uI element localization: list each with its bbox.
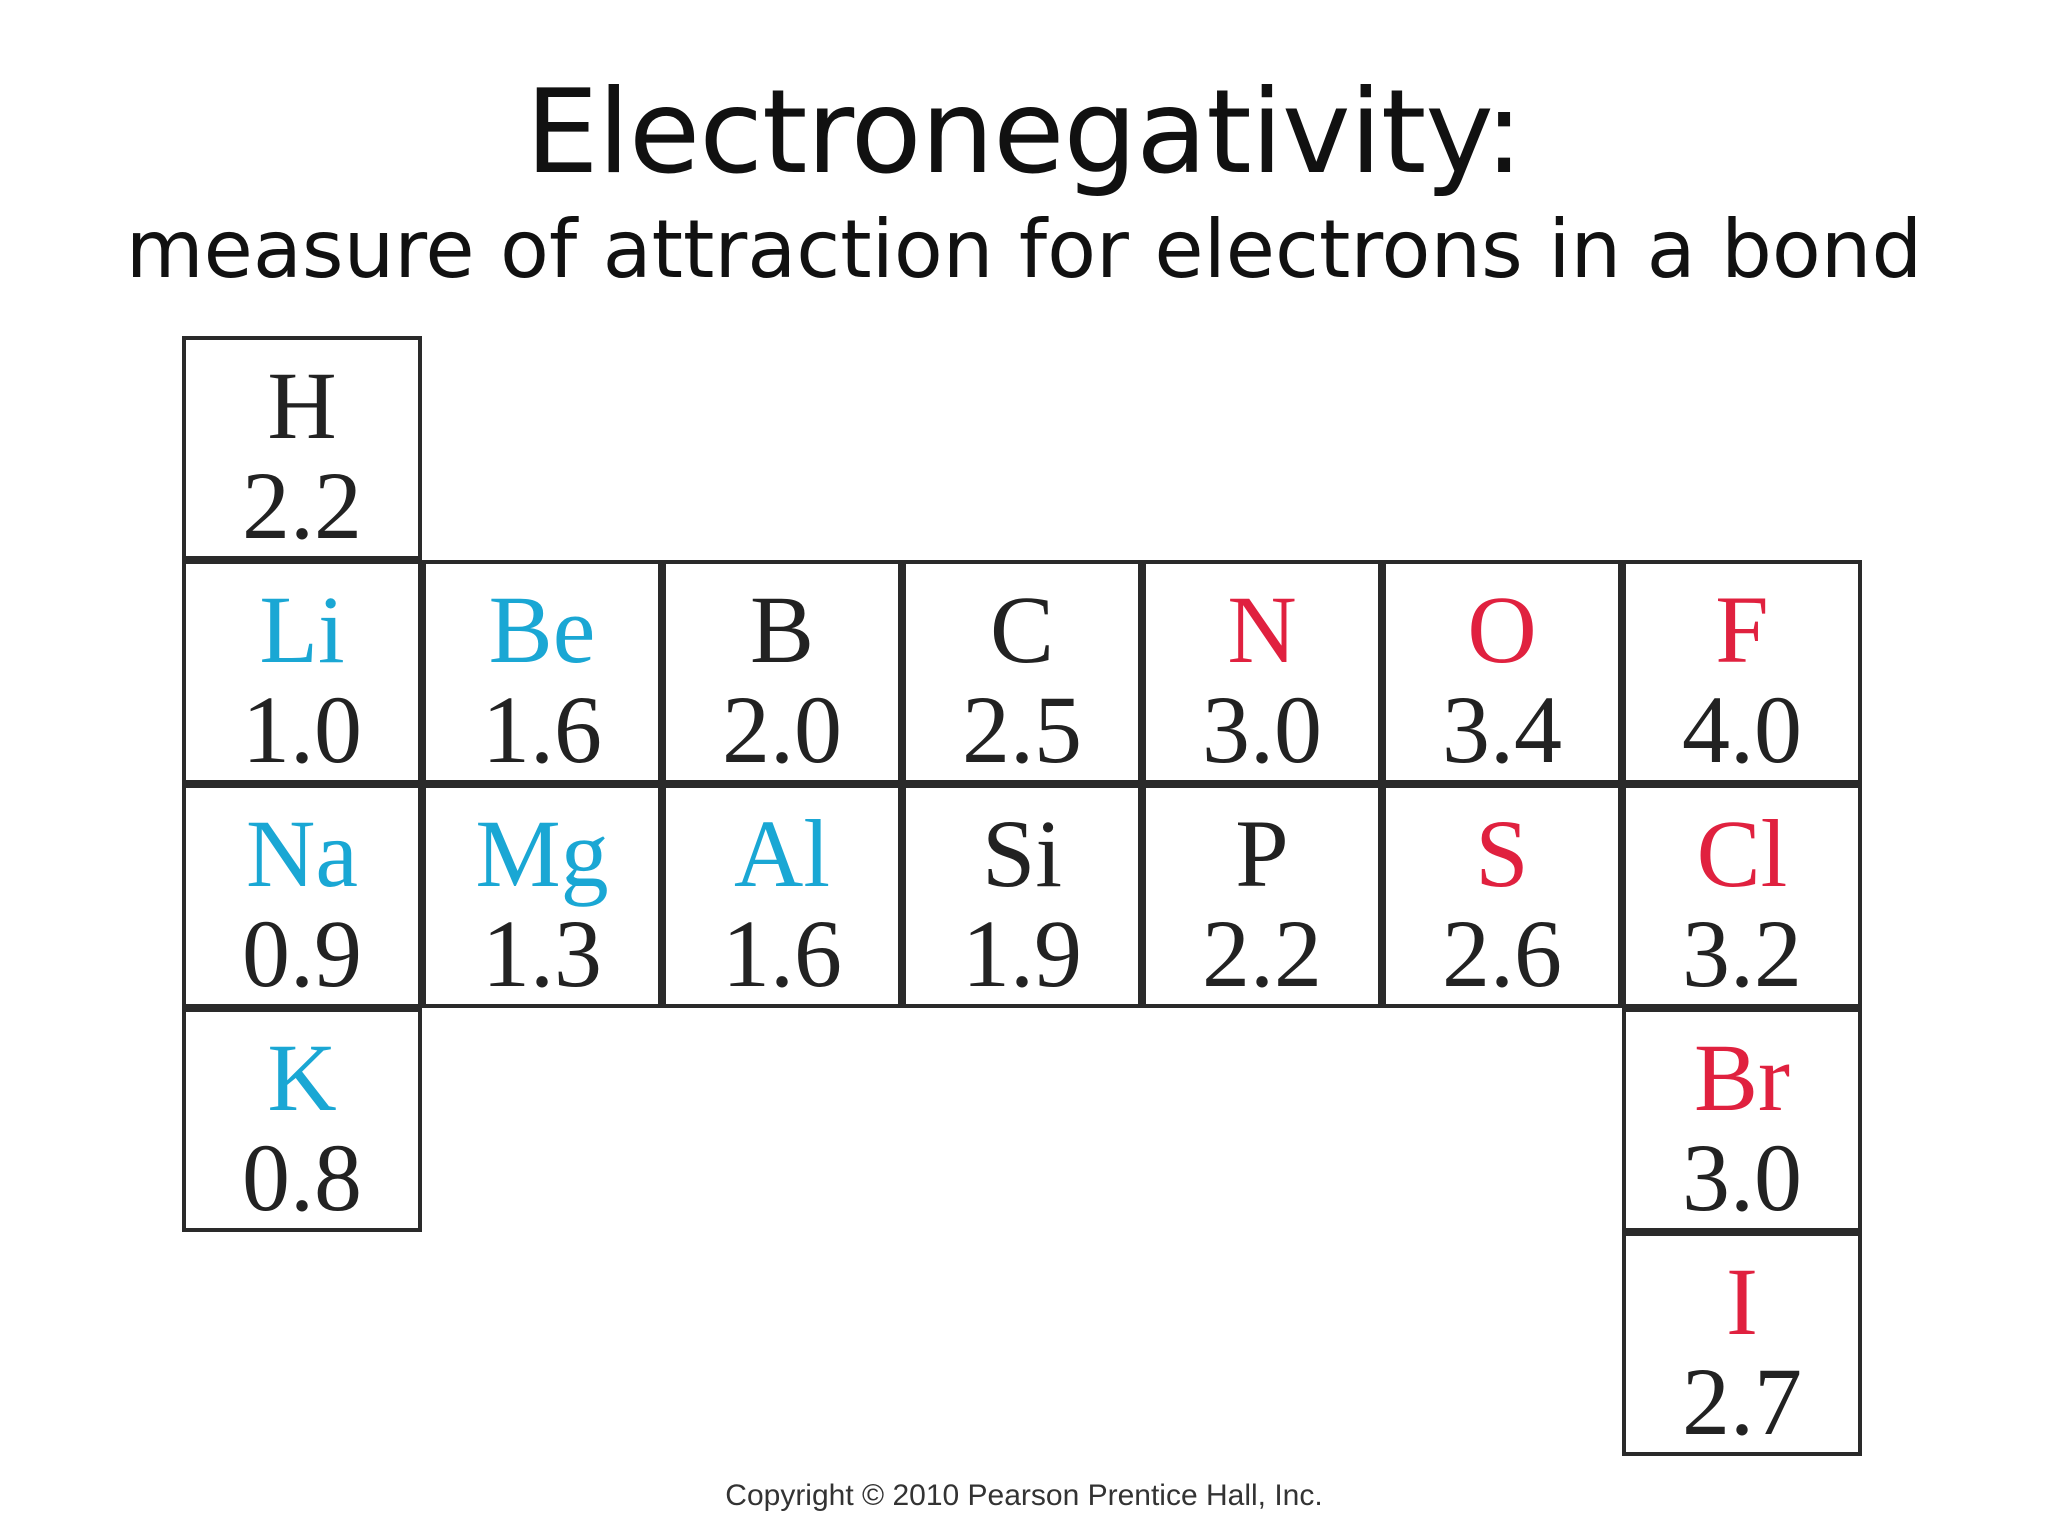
element-value: 2.2 [1202,900,1322,1007]
element-symbol: O [1467,576,1537,683]
element-cell-cl: Cl 3.2 [1622,784,1862,1008]
element-symbol: Br [1694,1024,1790,1131]
element-value: 1.0 [242,676,362,783]
element-cell-s: S 2.6 [1382,784,1622,1008]
element-value: 0.9 [242,900,362,1007]
slide-title: Electronegativity: [525,65,1523,200]
element-cell-be: Be 1.6 [422,560,662,784]
element-value: 1.9 [962,900,1082,1007]
copyright-notice: Copyright © 2010 Pearson Prentice Hall, … [725,1479,1323,1512]
element-symbol: Al [734,800,830,907]
element-value: 2.2 [242,452,362,559]
element-symbol: Be [488,576,596,683]
element-symbol: Cl [1696,800,1788,907]
element-symbol: Li [259,576,345,683]
element-cell-f: F 4.0 [1622,560,1862,784]
element-symbol: I [1726,1248,1758,1355]
element-cell-br: Br 3.0 [1622,1008,1862,1232]
element-symbol: Na [246,800,358,907]
element-value: 3.2 [1682,900,1802,1007]
element-value: 3.0 [1202,676,1322,783]
element-value: 2.6 [1442,900,1562,1007]
element-cell-p: P 2.2 [1142,784,1382,1008]
element-symbol: F [1715,576,1769,683]
element-symbol: N [1227,576,1297,683]
element-symbol: Mg [475,800,609,907]
element-cell-n: N 3.0 [1142,560,1382,784]
element-cell-mg: Mg 1.3 [422,784,662,1008]
element-value: 2.0 [722,676,842,783]
slide-subtitle: measure of attraction for electrons in a… [125,203,1923,296]
element-cell-c: C 2.5 [902,560,1142,784]
element-value: 3.0 [1682,1124,1802,1231]
element-cell-al: Al 1.6 [662,784,902,1008]
element-symbol: K [267,1024,337,1131]
element-symbol: C [989,576,1055,683]
element-cell-na: Na 0.9 [182,784,422,1008]
element-symbol: P [1235,800,1289,907]
element-cell-si: Si 1.9 [902,784,1142,1008]
element-symbol: Si [981,800,1063,907]
element-symbol: H [267,352,337,459]
element-value: 1.6 [482,676,602,783]
element-cell-h: H 2.2 [182,336,422,560]
element-cell-i: I 2.7 [1622,1232,1862,1456]
element-value: 4.0 [1682,676,1802,783]
element-cell-li: Li 1.0 [182,560,422,784]
element-symbol: S [1475,800,1529,907]
element-value: 1.3 [482,900,602,1007]
element-symbol: B [749,576,815,683]
element-cell-b: B 2.0 [662,560,902,784]
element-value: 2.5 [962,676,1082,783]
element-cell-k: K 0.8 [182,1008,422,1232]
element-value: 0.8 [242,1124,362,1231]
element-cell-o: O 3.4 [1382,560,1622,784]
element-value: 2.7 [1682,1348,1802,1455]
element-value: 3.4 [1442,676,1562,783]
element-value: 1.6 [722,900,842,1007]
